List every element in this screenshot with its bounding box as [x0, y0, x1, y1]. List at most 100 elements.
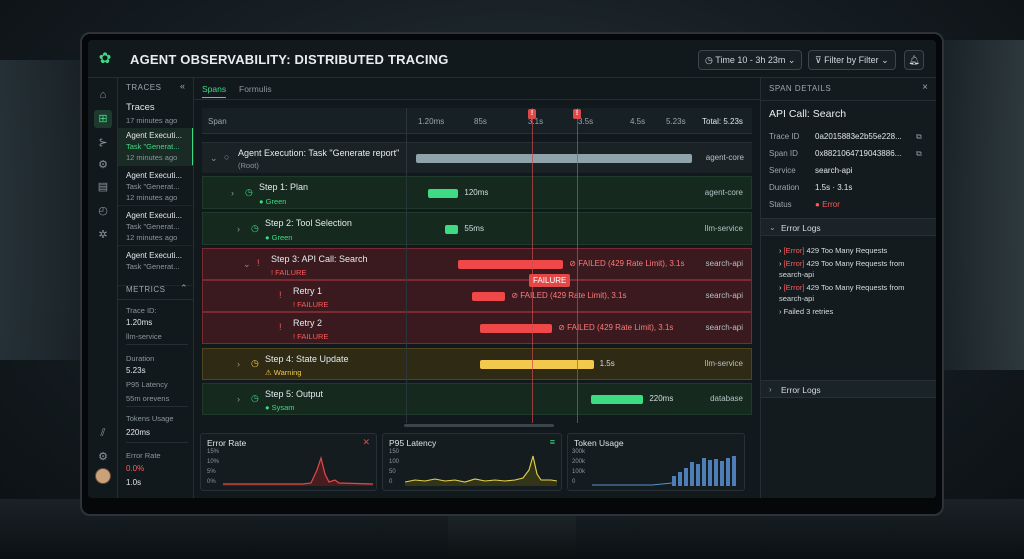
trace-id-value[interactable]: 0a2015883e2b55e228...	[815, 132, 902, 141]
span-row[interactable]: › ◷ Step 5: Output ● Sysam 220ms database	[202, 383, 752, 415]
filter-button[interactable]: ⊽ Filter by Filter ⌄	[808, 50, 896, 70]
divider	[126, 442, 188, 443]
expand-chevron-icon[interactable]: ›	[237, 223, 240, 234]
error-logs-collapsed[interactable]: › Error Logs	[761, 380, 936, 398]
span-status: ! FAILURE	[293, 300, 329, 309]
token-bar	[720, 461, 724, 486]
expand-chevron-icon[interactable]: ⌄	[210, 152, 218, 163]
span-duration-bar[interactable]	[480, 324, 553, 333]
flow-icon[interactable]: ⊱	[98, 137, 108, 149]
history-icon[interactable]: ◴	[98, 205, 108, 217]
span-duration-bar[interactable]	[590, 395, 644, 404]
expand-chevron-icon[interactable]: ›	[237, 394, 240, 404]
column-divider	[406, 108, 407, 423]
span-row-failed[interactable]: ! Retry 1 ! FAILURE ⊘ FAILED (429 Rate Limi…	[202, 280, 752, 312]
token-bar	[684, 468, 688, 486]
expand-chevron-icon[interactable]: ›	[231, 187, 234, 198]
failure-marker-icon[interactable]: !	[528, 109, 536, 119]
span-status: ! FAILURE	[271, 268, 307, 277]
status-badge: ● Error	[815, 200, 840, 209]
close-icon[interactable]: ✕	[362, 437, 370, 447]
bell-icon: 🔔︎	[908, 55, 920, 65]
tab-bar: Spans Formulis	[194, 78, 760, 100]
trace-item[interactable]: Agent Executi... Task "Generat... 12 min…	[118, 208, 193, 246]
icon-rail: ⌂ ⊞ ⊱ ⚙ ▤ ◴ ✲ ⫽ ⚙	[88, 78, 118, 498]
failure-line	[532, 108, 533, 423]
tick-label: 5.23s	[666, 117, 686, 126]
log-entry: › [Error] 429 Too Many Requests from sea…	[779, 259, 905, 279]
failure-marker-icon[interactable]: !	[573, 109, 581, 119]
token-bar	[726, 458, 730, 486]
span-status: ! FAILURE	[293, 332, 329, 341]
span-row-warning[interactable]: › ◷ Step 4: State Update ⚠ Warning 1.5s llm-s…	[202, 348, 752, 380]
total-duration: Total: 5.23s	[702, 117, 743, 126]
span-duration-bar[interactable]	[472, 292, 506, 301]
tab-spans[interactable]: Spans	[202, 84, 227, 98]
trace-item[interactable]: Agent Executi... Task "Generat... 12 min…	[118, 168, 193, 206]
filter-lines-icon[interactable]: ≡	[549, 437, 555, 447]
app-screen: ✿ AGENT OBSERVABILITY: DISTRIBUTED TRACI…	[88, 40, 936, 498]
token-bar	[690, 462, 694, 486]
terminal-icon[interactable]: ▤	[97, 181, 109, 193]
clock-icon: ◷	[251, 393, 259, 403]
copy-icon[interactable]: ⧉	[916, 149, 922, 158]
p95-latency-card: P95 Latency ≡ 150 100 50 0	[382, 433, 562, 491]
span-row[interactable]: › ◷ Step 1: Plan ● Green 120ms agent-core	[202, 176, 752, 209]
close-icon[interactable]: ×	[922, 82, 928, 93]
notifications-button[interactable]: 🔔︎	[904, 50, 924, 70]
span-duration-bar[interactable]	[444, 224, 459, 234]
span-name: Retry 2	[293, 318, 323, 328]
metrics-heading: METRICS	[126, 285, 166, 294]
span-duration-bar[interactable]	[458, 260, 564, 269]
traces-nav-icon[interactable]: ⊞	[94, 110, 112, 128]
span-id-value[interactable]: 0x8821064719043886...	[815, 149, 902, 158]
copy-icon[interactable]: ⧉	[916, 132, 922, 141]
span-row-failed[interactable]: ! Retry 2 ! FAILURE ⊘ FAILED (429 Rate Limi…	[202, 312, 752, 344]
log-entry: › [Error] 429 Too Many Requests	[779, 246, 888, 255]
error-logs-header[interactable]: ⌄ Error Logs	[761, 218, 936, 236]
span-title: API Call: Search	[769, 108, 847, 120]
clock-icon: ◷	[245, 186, 253, 197]
span-status: ● Green	[265, 233, 293, 242]
span-duration-bar[interactable]	[428, 188, 459, 198]
time-range-button[interactable]: ◷ Time 10 - 3h 23m ⌄	[698, 50, 803, 70]
span-service: agent-core	[704, 187, 743, 197]
error-icon: !	[257, 258, 260, 268]
tick-label: 4.5s	[630, 117, 646, 126]
trace-item-selected[interactable]: Agent Executi... Task "Generat... 12 min…	[118, 128, 193, 166]
avatar[interactable]	[95, 468, 111, 484]
span-details-panel: SPAN DETAILS × API Call: Search Trace ID…	[760, 78, 936, 498]
root-circle-icon: ○	[224, 151, 230, 162]
span-row-failed[interactable]: ⌄! Step 3: API Call: Search ! FAILURE ⊘ FAI…	[202, 248, 752, 280]
library-icon[interactable]: ⫽	[100, 427, 106, 439]
span-duration-bar[interactable]	[416, 153, 692, 163]
p95-latency-sparkline	[405, 455, 557, 486]
clock-icon: ◷	[705, 55, 713, 65]
chevron-down-icon: ⌄	[769, 223, 776, 232]
span-row[interactable]: › ◷ Step 2: Tool Selection ● Green 55ms llm-s…	[202, 212, 752, 245]
span-service: search-api	[705, 323, 743, 332]
span-duration-bar[interactable]	[480, 360, 594, 369]
settings-gear-icon[interactable]: ⚙	[98, 159, 108, 171]
span-bar-label: 220ms	[649, 394, 674, 403]
expand-chevron-icon[interactable]: ⌄	[243, 259, 251, 269]
collapse-icon[interactable]: «	[180, 81, 186, 91]
span-row-root[interactable]: ⌄ ○ Agent Execution: Task "Generate report…	[202, 142, 752, 173]
config-icon[interactable]: ✲	[98, 229, 108, 241]
tick-label: 3.1s	[528, 117, 544, 126]
horizontal-scrollbar[interactable]	[404, 424, 554, 427]
span-status: ● Green	[259, 197, 287, 206]
home-icon[interactable]: ⌂	[99, 89, 107, 101]
chevron-down-icon: ⌄	[881, 55, 889, 65]
span-name: Step 4: State Update	[265, 354, 349, 364]
tab-formulis[interactable]: Formulis	[239, 84, 272, 94]
expand-chevron-icon[interactable]: ›	[237, 359, 240, 369]
trace-item[interactable]: Agent Executi... Task "Generat...	[118, 248, 193, 286]
span-service: database	[710, 394, 743, 403]
gear-icon[interactable]: ⚙	[98, 451, 108, 463]
background-left	[0, 60, 90, 360]
span-service: llm-service	[704, 359, 743, 368]
token-bar	[672, 476, 676, 486]
chevron-up-icon[interactable]: ⌃	[180, 283, 188, 293]
log-entry: › Failed 3 retries	[779, 307, 834, 316]
